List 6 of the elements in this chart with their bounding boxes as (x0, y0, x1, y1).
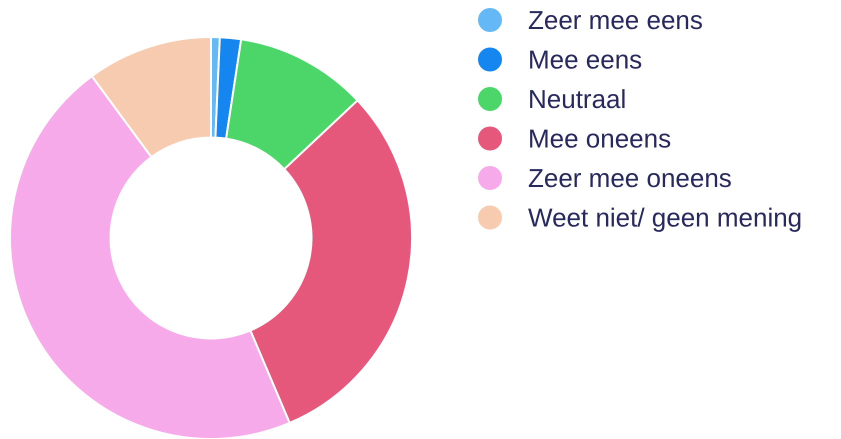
legend-label: Mee oneens (528, 124, 672, 154)
legend-label: Zeer mee oneens (528, 163, 732, 193)
legend-label: Zeer mee eens (528, 5, 703, 35)
legend-label: Mee eens (528, 44, 642, 74)
legend-label: Weet niet/ geen mening (528, 202, 802, 232)
legend-label: Neutraal (528, 84, 626, 114)
